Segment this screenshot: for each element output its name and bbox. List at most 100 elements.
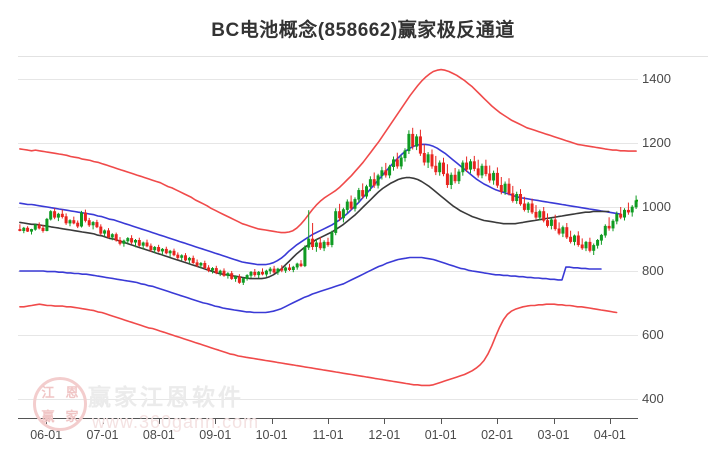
candle-body	[291, 266, 295, 271]
candle-body	[195, 262, 199, 266]
candle-body	[534, 211, 538, 218]
candle-body	[176, 254, 180, 258]
gridline	[18, 207, 638, 208]
candle-body	[384, 170, 388, 176]
candle-body	[395, 159, 399, 167]
candle-body	[72, 220, 76, 224]
x-axis-tick-label: 04-01	[593, 428, 626, 442]
candle-body	[349, 201, 353, 209]
price-chart-plot	[18, 60, 638, 418]
candle-body	[303, 247, 307, 267]
candle-body	[430, 154, 434, 167]
candle-body	[441, 162, 445, 175]
candle-body	[226, 273, 230, 276]
candle-body	[118, 240, 122, 244]
gridline	[18, 334, 638, 336]
candle-body	[507, 183, 511, 194]
candle-body	[145, 242, 149, 247]
candle-body	[391, 159, 395, 167]
candle-body	[338, 211, 342, 219]
x-axis-tick-label: 03-01	[537, 428, 570, 442]
candle-body	[611, 220, 615, 229]
band-line-0	[19, 68, 637, 234]
candle-body	[434, 165, 438, 173]
candle-body	[380, 170, 384, 176]
candle-body	[214, 268, 218, 274]
candle-body	[311, 238, 315, 247]
candle-body	[184, 255, 188, 261]
candle-body	[576, 235, 580, 246]
candle-body	[87, 220, 91, 226]
candle-body	[584, 241, 588, 249]
candle-body	[122, 240, 126, 244]
candle-body	[634, 200, 638, 208]
candle-body	[257, 271, 261, 276]
candle-body	[622, 209, 626, 218]
candle-body	[299, 263, 303, 267]
candle-body	[515, 194, 519, 202]
y-axis-tick-label: 800	[642, 263, 664, 278]
candle-body	[261, 271, 265, 275]
x-axis-tick-label: 01-01	[424, 428, 457, 442]
candle-body	[280, 268, 284, 271]
candle-body	[426, 154, 430, 163]
candle-body	[211, 268, 215, 271]
candle-body	[499, 185, 503, 193]
candle-body	[522, 203, 526, 210]
candle-body	[326, 241, 330, 246]
x-axis-tick-label: 06-01	[30, 428, 63, 442]
candle-body	[488, 173, 492, 181]
candle-body	[149, 245, 153, 251]
x-axis-tick-label: 07-01	[86, 428, 119, 442]
candle-body	[56, 213, 60, 218]
candle-body	[45, 218, 49, 231]
candle-body	[557, 228, 561, 234]
band-line-4	[19, 303, 618, 387]
gridline	[18, 143, 638, 145]
candle-body	[615, 213, 619, 222]
candle-body	[545, 220, 549, 226]
candle-body	[318, 242, 322, 249]
candle-body	[157, 247, 161, 252]
candle-body	[241, 278, 245, 283]
candle-body	[53, 211, 57, 218]
gridline	[18, 398, 638, 400]
candle-body	[272, 268, 276, 273]
candle-body	[449, 174, 453, 185]
chart-title-bar: BC电池概念(858662)赢家极反通道	[0, 0, 726, 56]
candle-body	[461, 162, 465, 173]
candle-body	[222, 270, 226, 276]
candle-body	[572, 235, 576, 242]
candle-body	[403, 150, 407, 159]
candle-body	[180, 255, 184, 258]
chart-series-canvas	[18, 68, 638, 387]
candle-body	[407, 133, 411, 152]
candle-body	[388, 166, 392, 176]
candle-body	[230, 273, 234, 279]
candle-body	[307, 238, 311, 248]
candle-body	[268, 268, 272, 272]
candle-body	[191, 257, 195, 263]
x-axis-tick	[271, 418, 273, 424]
candle-body	[569, 236, 573, 242]
candle-body	[596, 240, 600, 246]
candle-body	[588, 241, 592, 251]
candle-body	[468, 161, 472, 170]
candle-body	[626, 209, 630, 213]
x-axis-tick	[553, 418, 555, 424]
candle-body	[168, 250, 172, 254]
candle-body	[207, 267, 211, 271]
candle-body	[334, 211, 338, 233]
candle-body	[295, 263, 299, 268]
candle-body	[141, 242, 145, 246]
candle-body	[630, 206, 634, 213]
candle-body	[249, 271, 253, 276]
candle-body	[364, 186, 368, 197]
candle-body	[284, 267, 288, 271]
x-axis-tick-label: 12-01	[368, 428, 401, 442]
candle-body	[445, 173, 449, 186]
candle-body	[322, 241, 326, 249]
x-axis-tick	[46, 418, 48, 424]
candle-body	[137, 240, 141, 246]
candle-body	[476, 168, 480, 176]
